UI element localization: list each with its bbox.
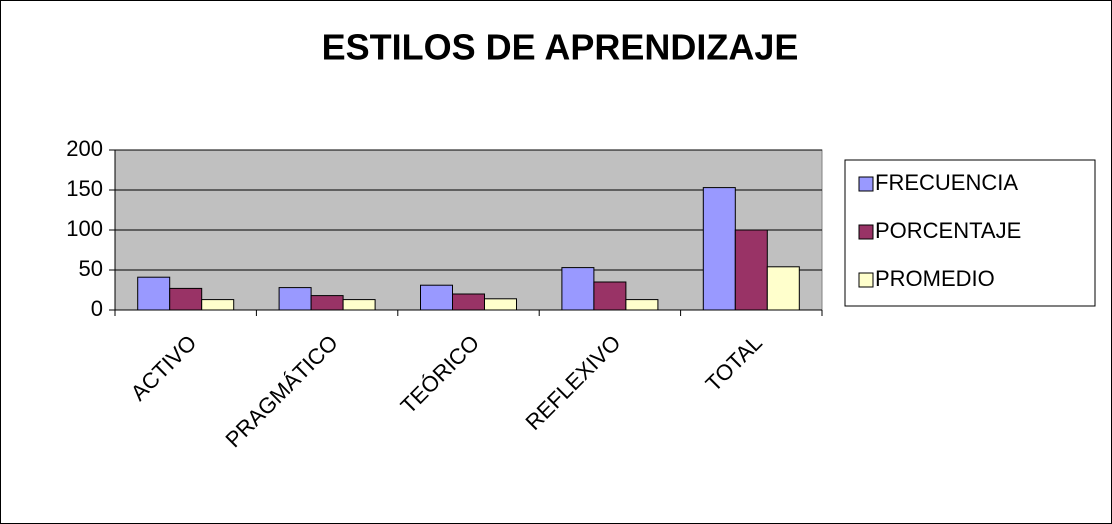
bar	[484, 298, 517, 311]
y-tick-label: 150	[66, 176, 103, 201]
y-tick-label: 50	[79, 256, 103, 281]
bar	[342, 299, 376, 311]
bar	[278, 287, 312, 311]
bar	[625, 299, 659, 311]
legend-label: PORCENTAJE	[875, 218, 1021, 243]
legend-swatch	[858, 272, 874, 288]
bar	[593, 281, 627, 311]
bar	[452, 293, 485, 311]
bar	[561, 267, 595, 311]
bar	[310, 295, 344, 311]
y-tick-label: 100	[66, 216, 103, 241]
bar	[702, 187, 736, 311]
legend-label: PROMEDIO	[875, 266, 995, 291]
legend-swatch	[858, 224, 874, 240]
y-tick-label: 0	[91, 296, 103, 321]
legend-box	[844, 159, 1096, 307]
bar	[201, 299, 235, 311]
bar	[169, 287, 203, 311]
bar	[734, 229, 768, 311]
bar	[766, 266, 800, 311]
y-tick-label: 200	[66, 136, 103, 161]
legend-swatch	[858, 176, 874, 192]
bar	[137, 276, 171, 311]
bar	[420, 284, 453, 311]
chart-title: ESTILOS DE APRENDIZAJE	[322, 27, 799, 68]
legend-label: FRECUENCIA	[875, 170, 1018, 195]
